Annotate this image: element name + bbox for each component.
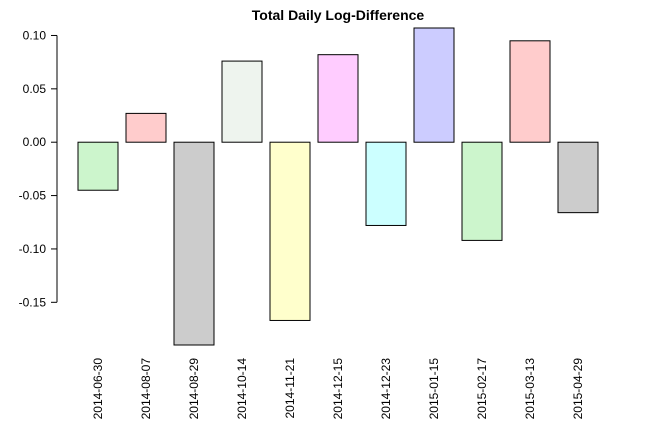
- y-axis: -0.15 -0.10 -0.05 0.00 0.05 0.10: [19, 28, 58, 309]
- bar-2014-08-29: [173, 141, 215, 346]
- bar-2014-11-21: [269, 141, 311, 321]
- x-tick-label: 2015-02-17: [475, 358, 489, 420]
- y-tick-label: -0.15: [19, 295, 47, 309]
- x-tick-label: 2014-10-14: [235, 358, 249, 420]
- x-tick-label: 2014-08-29: [187, 358, 201, 420]
- y-tick-label: 0.10: [23, 28, 47, 42]
- bar-2015-02-17: [461, 141, 503, 241]
- x-tick-label: 2014-11-21: [283, 358, 297, 419]
- bar-2014-12-23: [365, 141, 407, 226]
- x-tick-label: 2015-04-29: [571, 358, 585, 420]
- x-tick-label: 2014-08-07: [139, 358, 153, 420]
- bars-group: [77, 27, 599, 346]
- x-tick-label: 2014-12-23: [379, 358, 393, 420]
- y-tick-label: 0.05: [23, 82, 47, 96]
- x-tick-label: 2014-12-15: [331, 358, 345, 420]
- chart-title: Total Daily Log-Difference: [252, 7, 425, 23]
- y-tick-label: -0.10: [19, 242, 47, 256]
- bar-2014-10-14: [221, 60, 263, 143]
- bar-2015-03-13: [509, 40, 551, 143]
- x-tick-label: 2014-06-30: [91, 358, 105, 420]
- x-tick-labels: 2014-06-30 2014-08-07 2014-08-29 2014-10-14…: [91, 358, 585, 420]
- y-tick-label: 0.00: [23, 135, 47, 149]
- bar-2014-12-15: [317, 54, 359, 143]
- bar-2014-06-30: [77, 141, 119, 191]
- bar-2015-01-15: [413, 27, 455, 143]
- bar-2015-04-29: [557, 141, 599, 214]
- y-tick-label: -0.05: [19, 189, 47, 203]
- x-tick-label: 2015-01-15: [427, 358, 441, 420]
- x-tick-label: 2015-03-13: [523, 358, 537, 420]
- bar-2014-08-07: [125, 112, 167, 143]
